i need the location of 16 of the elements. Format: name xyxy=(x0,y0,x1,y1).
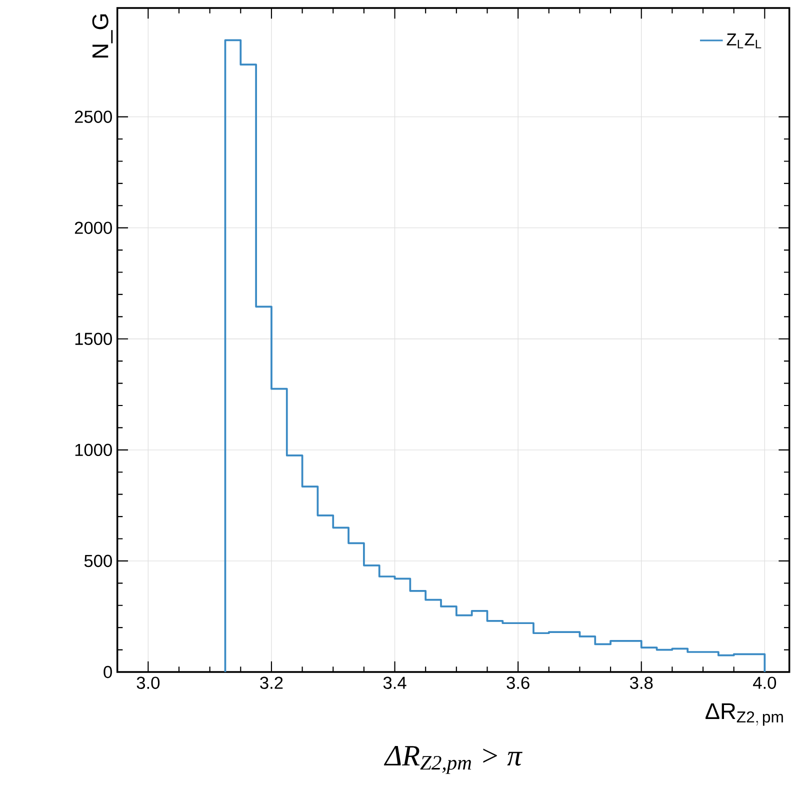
legend-label: Z$_{L}$Z$_{L}$ xyxy=(726,34,762,48)
x-tick-label: 3.8 xyxy=(630,676,653,689)
y-tick-label: 2000 xyxy=(74,222,112,234)
y-tick-label: 500 xyxy=(84,554,112,568)
x-tick-label: 3.4 xyxy=(383,676,406,689)
y-axis-title: N_G xyxy=(92,14,113,58)
x-tick-label: 3.6 xyxy=(506,676,530,689)
text: ΔR$_{Z2,pm}$ > π xyxy=(384,746,522,774)
y-tick-label: 1500 xyxy=(75,332,112,346)
x-tick-label: 3.2 xyxy=(260,676,283,689)
x-axis-title: $\hbox{Δ}\mathrm{R}_{\mathrm{Z2,\,pm}}$ xyxy=(706,703,783,726)
y-tick-label: 0 xyxy=(104,666,112,678)
x-tick-label: 4.0 xyxy=(753,676,776,689)
x-tick-label: 3.0 xyxy=(136,676,160,689)
y-tick-label: 2500 xyxy=(74,110,112,123)
y-tick-label: 1000 xyxy=(75,444,112,456)
